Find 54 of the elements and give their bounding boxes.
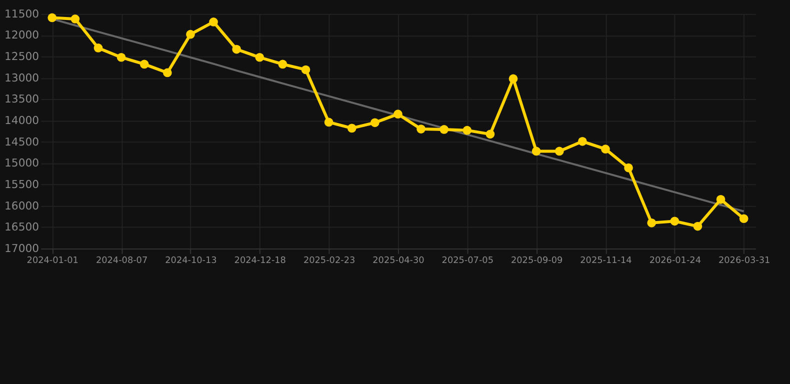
y-tick-label: 13000: [4, 71, 40, 84]
point: [162, 68, 172, 78]
point: [416, 124, 426, 134]
y-tick-label: 14500: [4, 135, 40, 148]
point: [48, 13, 57, 22]
x-tick-label: 2025-07-05: [442, 256, 494, 266]
y-tick-label: 15500: [4, 178, 40, 191]
y-tick-label: 16000: [4, 199, 40, 212]
y-tick-label: 12000: [4, 28, 40, 42]
point: [116, 52, 126, 62]
x-tick-label: 2024-12-18: [234, 256, 286, 266]
point: [462, 126, 472, 135]
point: [255, 52, 264, 62]
x-tick-label: 2024-10-13: [165, 256, 217, 266]
y-tick-label: 17000: [4, 242, 40, 255]
point: [140, 60, 149, 69]
y-tick-label: 13500: [4, 92, 40, 106]
point: [440, 125, 449, 134]
point: [370, 118, 380, 128]
point: [647, 218, 656, 228]
point: [739, 214, 748, 224]
x-tick-label: 2025-02-23: [303, 256, 356, 266]
y-tick-label: 15000: [4, 156, 40, 170]
point: [209, 18, 218, 26]
y-tick-label: 12500: [4, 50, 40, 63]
point: [693, 222, 702, 231]
y-tick-label: 16500: [4, 220, 40, 234]
point: [508, 74, 518, 84]
x-tick-label: 2025-11-14: [580, 256, 632, 266]
point: [278, 60, 288, 69]
point: [301, 65, 310, 74]
point: [624, 163, 633, 172]
point: [70, 14, 80, 24]
point: [232, 44, 241, 54]
point: [394, 110, 402, 119]
point: [601, 144, 610, 154]
x-tick-label: 2024-01-01: [26, 256, 78, 266]
point: [486, 130, 495, 139]
point: [578, 136, 587, 146]
point: [186, 30, 195, 39]
point: [94, 44, 103, 52]
x-tick-label: 2025-09-09: [510, 256, 563, 266]
x-tick-label: 2026-03-31: [718, 256, 770, 266]
point: [347, 124, 356, 133]
x-tick-label: 2024-08-07: [96, 256, 148, 266]
y-tick-label: 14000: [4, 114, 40, 127]
point: [554, 146, 564, 156]
y-tick-label: 11500: [4, 7, 40, 20]
x-tick-label: 2025-04-30: [372, 256, 425, 266]
point: [324, 118, 334, 127]
x-tick-label: 2026-01-24: [649, 256, 702, 266]
point: [716, 195, 726, 204]
point: [532, 146, 541, 156]
point: [670, 216, 680, 226]
